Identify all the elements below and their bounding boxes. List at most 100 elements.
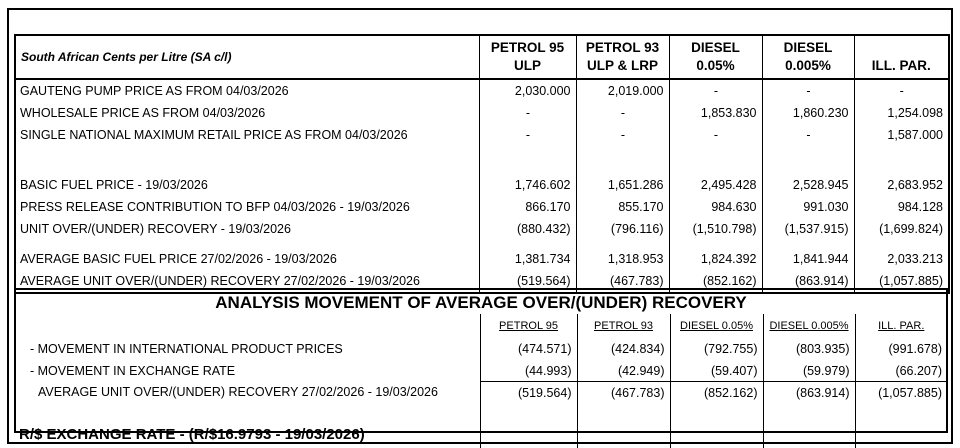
- table-row-average-unit-recovery-total: AVERAGE UNIT OVER/(UNDER) RECOVERY 27/02…: [16, 381, 947, 403]
- value-cell: -: [853, 79, 949, 102]
- column-header-line2: 0.005%: [785, 58, 831, 73]
- table-row-wholesale-price: WHOLESALE PRICE AS FROM 04/03/2026 - - 1…: [15, 102, 949, 124]
- column-header-illpar: ILL. PAR.: [853, 35, 949, 80]
- value-cell: 1,651.286: [575, 174, 669, 196]
- analysis-table: PETROL 95 PETROL 93 DIESEL 0.05% DIESEL …: [16, 314, 947, 448]
- value-cell: (796.116): [575, 218, 669, 240]
- column-header-line1: DIESEL: [691, 40, 740, 55]
- column-header-petrol93: PETROL 93 ULP & LRP: [575, 35, 669, 80]
- value-cell: 984.630: [668, 196, 762, 218]
- value-cell: (863.914): [761, 270, 854, 293]
- value-cell: 2,019.000: [575, 79, 669, 102]
- value-cell: (852.162): [668, 270, 762, 293]
- value-cell: (42.949): [576, 360, 670, 382]
- table-row-average-basic-fuel-price: AVERAGE BASIC FUEL PRICE 27/02/2026 - 19…: [15, 248, 949, 270]
- column-header-line2: ULP & LRP: [586, 58, 658, 73]
- column-header-diesel0005: DIESEL 0.005%: [762, 314, 855, 337]
- blank-row: [15, 146, 949, 174]
- table-row-press-release-contribution: PRESS RELEASE CONTRIBUTION TO BFP 04/03/…: [15, 196, 949, 218]
- column-header-diesel0005: DIESEL 0.005%: [761, 35, 854, 80]
- value-cell: (519.564): [478, 270, 576, 293]
- row-label: AVERAGE BASIC FUEL PRICE 27/02/2026 - 19…: [20, 251, 337, 266]
- value-cell: -: [575, 124, 669, 146]
- value-cell: 2,528.945: [761, 174, 854, 196]
- table-row-basic-fuel-price: BASIC FUEL PRICE - 19/03/2026 1,746.602 …: [15, 174, 949, 196]
- exchange-rate-row: R/$ EXCHANGE RATE - (R/$16.9793 - 19/03/…: [16, 403, 947, 448]
- value-cell: -: [478, 102, 576, 124]
- table-row-movement-exchange-rate: - MOVEMENT IN EXCHANGE RATE (44.993) (42…: [16, 360, 947, 382]
- column-header-line2: 0.05%: [696, 58, 735, 73]
- analysis-table-title: ANALYSIS MOVEMENT OF AVERAGE OVER/(UNDER…: [215, 293, 747, 312]
- row-label: AVERAGE UNIT OVER/(UNDER) RECOVERY 27/02…: [20, 273, 420, 288]
- value-cell: (1,699.824): [853, 218, 949, 240]
- table-row-average-unit-over-under-recovery: AVERAGE UNIT OVER/(UNDER) RECOVERY 27/02…: [15, 270, 949, 293]
- value-cell: 2,495.428: [668, 174, 762, 196]
- row-label: - MOVEMENT IN EXCHANGE RATE: [30, 363, 236, 378]
- value-cell: 1,860.230: [761, 102, 854, 124]
- row-label: AVERAGE UNIT OVER/(UNDER) RECOVERY 27/02…: [38, 385, 438, 400]
- row-label: PRESS RELEASE CONTRIBUTION TO BFP 04/03/…: [20, 199, 410, 214]
- value-cell: (424.834): [576, 337, 670, 360]
- value-cell: (991.678): [854, 337, 947, 360]
- value-cell: (519.564): [479, 381, 577, 403]
- value-cell: 855.170: [575, 196, 669, 218]
- column-header-line1: DIESEL: [783, 40, 833, 55]
- table-row-gauteng-pump-price: GAUTENG PUMP PRICE AS FROM 04/03/2026 2,…: [15, 79, 949, 102]
- value-cell: 2,683.952: [853, 174, 949, 196]
- column-header-line2: ULP: [514, 58, 541, 73]
- value-cell: 1,853.830: [668, 102, 762, 124]
- value-cell: (66.207): [854, 360, 947, 382]
- value-cell: 991.030: [761, 196, 854, 218]
- value-cell: 866.170: [478, 196, 576, 218]
- value-cell: 1,381.734: [478, 248, 576, 270]
- row-label: UNIT OVER/(UNDER) RECOVERY - 19/03/2026: [20, 221, 291, 236]
- table-row-movement-product-prices: - MOVEMENT IN INTERNATIONAL PRODUCT PRIC…: [16, 337, 947, 360]
- column-header-diesel005: DIESEL 0.05%: [668, 35, 762, 80]
- analysis-table-box: ANALYSIS MOVEMENT OF AVERAGE OVER/(UNDER…: [14, 288, 948, 448]
- value-cell: (1,510.798): [668, 218, 762, 240]
- column-header-diesel005: DIESEL 0.05%: [669, 314, 763, 337]
- column-header-line2: ILL. PAR.: [871, 58, 931, 73]
- value-cell: 2,033.213: [853, 248, 949, 270]
- value-cell: (1,057.885): [853, 270, 949, 293]
- value-cell: 1,254.098: [853, 102, 949, 124]
- value-cell: 1,746.602: [478, 174, 576, 196]
- value-cell: (852.162): [669, 381, 763, 403]
- value-cell: 2,030.000: [478, 79, 576, 102]
- row-label: GAUTENG PUMP PRICE AS FROM 04/03/2026: [20, 83, 289, 98]
- value-cell: (792.755): [669, 337, 763, 360]
- value-cell: (880.432): [478, 218, 576, 240]
- value-cell: (467.783): [576, 381, 670, 403]
- value-cell: -: [761, 124, 854, 146]
- value-cell: (44.993): [479, 360, 577, 382]
- value-cell: (863.914): [762, 381, 855, 403]
- unit-label: South African Cents per Litre (SA c/l): [15, 35, 479, 80]
- table-row-single-national-max-retail: SINGLE NATIONAL MAXIMUM RETAIL PRICE AS …: [15, 124, 949, 146]
- value-cell: 1,318.953: [575, 248, 669, 270]
- row-label: SINGLE NATIONAL MAXIMUM RETAIL PRICE AS …: [20, 127, 408, 142]
- value-cell: (474.571): [479, 337, 577, 360]
- value-cell: (1,057.885): [854, 381, 947, 403]
- value-cell: -: [668, 79, 762, 102]
- value-cell: -: [668, 124, 762, 146]
- column-header-petrol93: PETROL 93: [576, 314, 670, 337]
- value-cell: (803.935): [762, 337, 855, 360]
- analysis-header-row: PETROL 95 PETROL 93 DIESEL 0.05% DIESEL …: [16, 314, 947, 337]
- table-row-unit-over-under-recovery: UNIT OVER/(UNDER) RECOVERY - 19/03/2026 …: [15, 218, 949, 240]
- exchange-rate-note: R/$ EXCHANGE RATE - (R/$16.9793 - 19/03/…: [19, 426, 365, 443]
- value-cell: -: [478, 124, 576, 146]
- table1-header-row: South African Cents per Litre (SA c/l) P…: [15, 35, 949, 80]
- value-cell: 1,824.392: [668, 248, 762, 270]
- value-cell: (59.979): [762, 360, 855, 382]
- row-label: WHOLESALE PRICE AS FROM 04/03/2026: [20, 105, 266, 120]
- value-cell: -: [575, 102, 669, 124]
- value-cell: -: [761, 79, 854, 102]
- column-header-line1: PETROL 95: [490, 40, 565, 55]
- value-cell: (467.783): [575, 270, 669, 293]
- column-header-petrol95: PETROL 95 ULP: [478, 35, 576, 80]
- column-header-petrol95: PETROL 95: [479, 314, 577, 337]
- column-header-line1: PETROL 93: [585, 40, 660, 55]
- value-cell: 984.128: [853, 196, 949, 218]
- column-header-illpar: ILL. PAR.: [854, 314, 947, 337]
- value-cell: 1,841.944: [761, 248, 854, 270]
